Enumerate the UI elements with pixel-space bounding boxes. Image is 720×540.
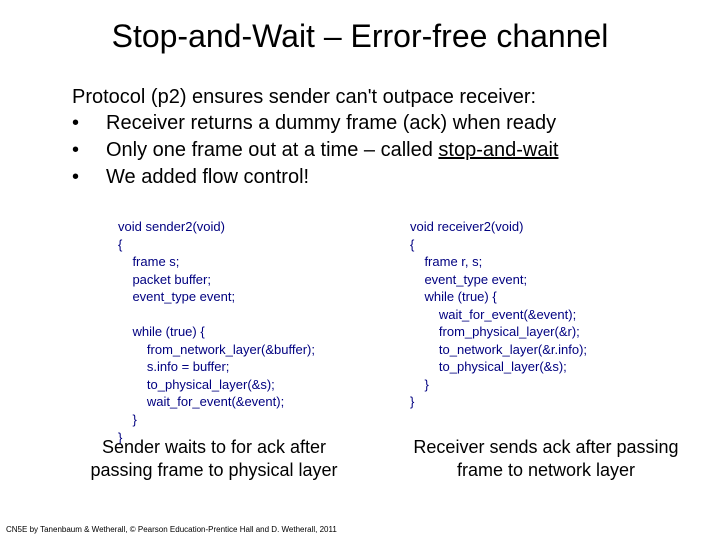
intro-text: Protocol (p2) ensures sender can't outpa… xyxy=(72,86,536,109)
bullet-text: Only one frame out at a time – called st… xyxy=(106,139,558,162)
receiver-caption: Receiver sends ack after passing frame t… xyxy=(396,436,696,481)
slide-title: Stop-and-Wait – Error-free channel xyxy=(0,18,720,55)
sender-code: void sender2(void) { frame s; packet buf… xyxy=(118,218,315,446)
slide: Stop-and-Wait – Error-free channel Proto… xyxy=(0,0,720,540)
bullet-icon: • xyxy=(72,112,106,135)
list-item: • We added flow control! xyxy=(72,166,558,189)
bullet-text-prefix: Only one frame out at a time – called xyxy=(106,139,438,161)
underlined-term: stop-and-wait xyxy=(438,139,558,161)
list-item: • Only one frame out at a time – called … xyxy=(72,139,558,162)
bullet-icon: • xyxy=(72,166,106,189)
sender-caption: Sender waits to for ack after passing fr… xyxy=(84,436,344,481)
receiver-code: void receiver2(void) { frame r, s; event… xyxy=(410,218,587,411)
bullet-icon: • xyxy=(72,139,106,162)
bullet-text: We added flow control! xyxy=(106,166,309,189)
bullet-text: Receiver returns a dummy frame (ack) whe… xyxy=(106,112,556,135)
list-item: • Receiver returns a dummy frame (ack) w… xyxy=(72,112,558,135)
copyright-footer: CN5E by Tanenbaum & Wetherall, © Pearson… xyxy=(6,525,337,534)
bullet-list: • Receiver returns a dummy frame (ack) w… xyxy=(72,112,558,193)
